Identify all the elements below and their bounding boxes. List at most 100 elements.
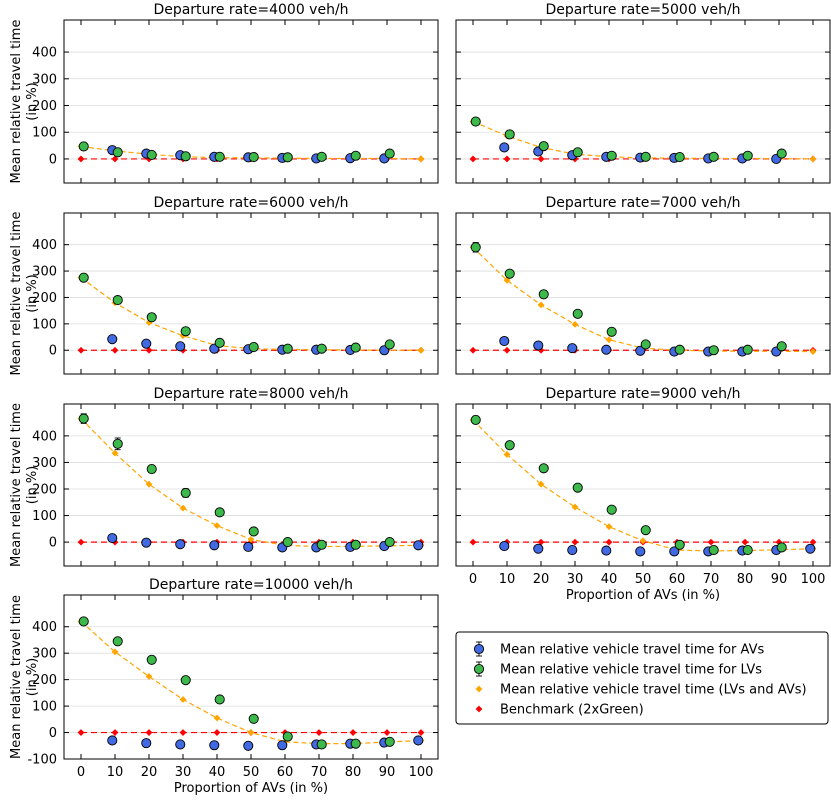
mean-point (247, 536, 255, 543)
y-axis-label-line2: (in %) (25, 466, 40, 504)
lv-point (78, 272, 89, 283)
lv-point (470, 414, 481, 425)
benchmark-point (741, 538, 749, 546)
lv-point (248, 152, 259, 163)
av-point (499, 142, 510, 153)
benchmark-point (77, 155, 85, 163)
benchmark-point (469, 155, 477, 163)
mean-point (571, 320, 579, 328)
benchmark-point (469, 346, 477, 354)
y-tick-label: 300 (32, 456, 57, 471)
y-tick-label: 0 (49, 344, 57, 359)
av-point (175, 739, 186, 750)
y-tick-label: 200 (32, 482, 57, 497)
benchmark-point (77, 729, 85, 736)
av-point (243, 541, 254, 552)
legend-box (455, 631, 829, 725)
mean-trend-line (472, 246, 814, 353)
mean-point (111, 449, 119, 457)
av-point (413, 735, 424, 746)
mean-point (503, 276, 511, 284)
mean-point (111, 648, 119, 656)
mean-point (537, 301, 545, 309)
lv-point (180, 675, 191, 686)
lv-point (776, 542, 787, 553)
x-tick-label: 0 (469, 572, 477, 587)
av-point (209, 540, 220, 551)
y-axis-label: Mean relative travel time (in %) (9, 595, 40, 759)
lv-point (214, 694, 225, 705)
x-tick-label: 100 (409, 765, 434, 780)
av-point (669, 546, 680, 557)
y-axis-label-line2: (in %) (25, 82, 40, 120)
av-point (499, 541, 510, 552)
lv-point (146, 654, 157, 665)
lv-point (742, 150, 753, 161)
y-tick-label: 100 (32, 126, 57, 141)
lv-point (282, 731, 293, 742)
lv-point (504, 268, 515, 279)
legend-entry: Mean relative vehicle travel time for LV… (473, 661, 762, 678)
y-tick-label: 400 (32, 620, 57, 635)
mean-trend-line (472, 120, 814, 160)
panel-title: Departure rate=6000 veh/h (153, 195, 348, 211)
lv-point (674, 344, 685, 355)
y-tick-label: 0 (49, 536, 57, 551)
x-tick-label: 60 (669, 572, 686, 587)
x-tick-label: 70 (703, 572, 720, 587)
av-point (107, 533, 118, 544)
benchmark-point (349, 729, 357, 736)
lv-point (384, 339, 395, 350)
legend: Mean relative vehicle travel time for AV… (455, 631, 829, 725)
legend-entry: Benchmark (2xGreen) (475, 703, 644, 718)
panel-title: Departure rate=4000 veh/h (153, 2, 348, 18)
mean-point (145, 480, 153, 488)
panel-title: Departure rate=7000 veh/h (545, 195, 740, 211)
lv-point (180, 326, 191, 337)
y-axis-label-line2: (in %) (25, 658, 40, 696)
lv-point (640, 525, 651, 536)
x-tick-label: 10 (499, 572, 516, 587)
benchmark-point (179, 729, 187, 736)
lv-point (214, 151, 225, 162)
mean-point (571, 503, 579, 511)
legend-label: Mean relative vehicle travel time for AV… (500, 643, 764, 658)
lv-point (674, 539, 685, 550)
benchmark-point (469, 538, 477, 546)
lv-point (350, 342, 361, 353)
x-tick-label: 90 (771, 572, 788, 587)
y-axis-label-line2: (in %) (25, 274, 40, 312)
legend-label: Benchmark (2xGreen) (500, 703, 644, 718)
lv-point (112, 147, 123, 158)
lv-point (180, 487, 191, 499)
av-point (141, 537, 152, 548)
mean-point (179, 504, 187, 512)
benchmark-point (111, 155, 119, 163)
lv-point (572, 147, 583, 158)
y-tick-label: 300 (32, 72, 57, 87)
lv-point (384, 537, 395, 548)
y-tick-label: 100 (32, 509, 57, 524)
av-point (277, 740, 288, 751)
panel-1: 0 100 200 300 400 Departure rate=4000 veh/h Me… (9, 2, 439, 184)
lv-point (538, 289, 549, 300)
lv-point (742, 344, 753, 355)
benchmark-point (213, 729, 221, 736)
lv-point (146, 312, 157, 323)
lv-point (78, 413, 89, 424)
lv-point (112, 438, 123, 449)
lv-point (180, 151, 191, 162)
lv-point (504, 129, 515, 140)
av-point (413, 540, 424, 551)
lv-point (572, 482, 583, 493)
lv-point (606, 326, 617, 337)
av-point (635, 546, 646, 557)
benchmark-point (77, 346, 85, 354)
panel-6: 0 10 20 30 40 50 60 70 80 90 100 Departure rate=900… (455, 386, 831, 603)
y-tick-label: 100 (32, 700, 57, 715)
av-point (499, 335, 510, 347)
lv-point (214, 507, 225, 518)
lv-point (112, 636, 123, 647)
lv-point (282, 537, 293, 548)
